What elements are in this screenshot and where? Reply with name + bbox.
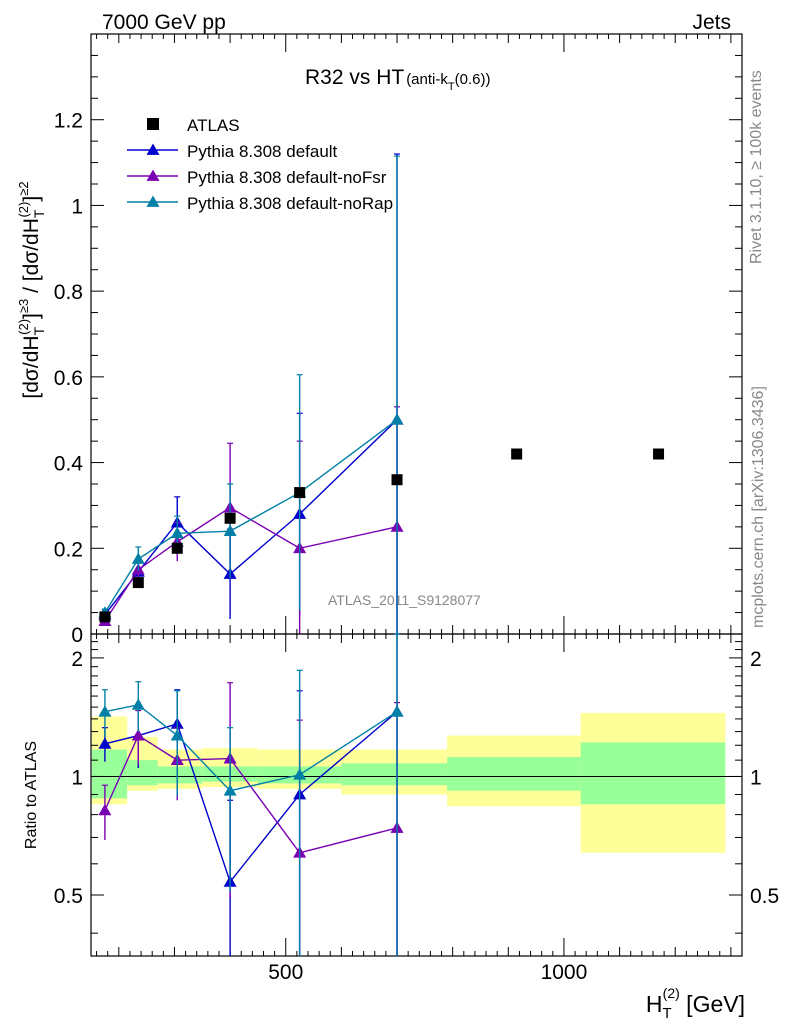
ratio-series-line — [104, 704, 398, 792]
ratio-series-marker — [98, 737, 112, 749]
ratio-series-marker — [293, 768, 307, 780]
uncertainty-band-inner — [580, 742, 726, 805]
atlas-data-point — [511, 448, 523, 460]
series-marker — [131, 552, 145, 564]
legend-marker — [146, 195, 160, 207]
ratio-series-marker — [98, 705, 112, 717]
ratio-series-marker — [98, 803, 112, 816]
x-tick-label: 1000 — [541, 961, 588, 984]
ratio-y-tick-label-right: 0.5 — [750, 885, 779, 908]
ratio-y-tick-label: 0.5 — [54, 885, 83, 908]
ratio-y-axis-label: Ratio to ATLAS — [23, 741, 40, 849]
legend-label: Pythia 8.308 default — [187, 142, 338, 161]
y-tick-label: 0 — [71, 624, 83, 647]
series-line — [104, 506, 398, 622]
ratio-y-tick-label-right: 2 — [750, 648, 762, 671]
ratio-series-marker — [131, 698, 145, 710]
legend-atlas-marker — [147, 118, 159, 130]
series-line — [104, 419, 398, 616]
series-marker — [390, 413, 404, 425]
uncertainty-band-inner — [341, 763, 448, 786]
legend: ATLAS Pythia 8.308 default Pythia 8.308 de… — [127, 116, 393, 213]
uncertainty-band-inner — [157, 766, 203, 784]
y-tick-label: 0.2 — [54, 538, 83, 561]
ratio-series-marker — [170, 729, 184, 741]
ratio-frame — [90, 633, 743, 957]
y-tick-label: 0.6 — [54, 367, 83, 390]
rivet-version-label: Rivet 3.1.10, ≥ 100k events — [748, 70, 765, 264]
series-marker — [223, 524, 237, 537]
legend-label-atlas: ATLAS — [187, 116, 240, 135]
uncertainty-band-inner — [127, 760, 158, 786]
atlas-data-point — [171, 542, 183, 554]
atlas-data-point — [391, 474, 403, 486]
x-tick-label: 500 — [268, 961, 303, 984]
ratio-series-marker — [131, 729, 145, 741]
ratio-series-line — [104, 711, 398, 884]
header-right-label: Jets — [692, 11, 731, 34]
ratio-series-marker — [223, 784, 237, 796]
ratio-series-marker — [390, 705, 404, 717]
ratio-y-tick-label: 1 — [71, 766, 83, 789]
atlas-data-point — [294, 487, 306, 499]
atlas-data-point — [653, 448, 665, 460]
ratio-y-tick-label-right: 1 — [750, 766, 762, 789]
header-left-label: 7000 GeV pp — [102, 11, 226, 34]
main-panel: 0 0.2 0.4 0.6 0.8 1 1.2 — [54, 33, 743, 647]
atlas-data-point — [224, 512, 236, 524]
legend-marker — [146, 169, 160, 181]
legend-label: Pythia 8.308 default-noRap — [187, 194, 393, 213]
main-y-axis-label: [dσ/dHT(2)]≥3 / [dσ/dHT(2)]≥2 — [16, 181, 47, 398]
ratio-panel: 500 1000 0.5 0.5 1 1 2 2 — [54, 633, 779, 984]
plot-title: R32 vs HT (anti-kT(0.6)) — [305, 66, 490, 93]
ratio-series-line — [104, 734, 398, 854]
atlas-data-point — [99, 611, 111, 623]
mcplots-label: mcplots.cern.ch [arXiv:1306.3436] — [750, 386, 767, 628]
y-tick-label: 0.4 — [54, 453, 84, 476]
analysis-watermark: ATLAS_2011_S9128077 — [328, 592, 481, 608]
y-tick-label: 1.2 — [54, 110, 83, 133]
x-axis-label: HT(2) [GeV] — [646, 985, 745, 1022]
y-tick-label: 1 — [71, 195, 83, 218]
y-tick-label: 0.8 — [54, 281, 83, 304]
series-marker — [170, 526, 184, 539]
uncertainty-band-inner — [447, 757, 581, 791]
legend-label: Pythia 8.308 default-noFsr — [187, 168, 387, 187]
atlas-data-point — [132, 577, 144, 589]
ratio-y-tick-label: 2 — [71, 648, 83, 671]
legend-marker — [146, 143, 160, 155]
series-line — [104, 419, 398, 613]
